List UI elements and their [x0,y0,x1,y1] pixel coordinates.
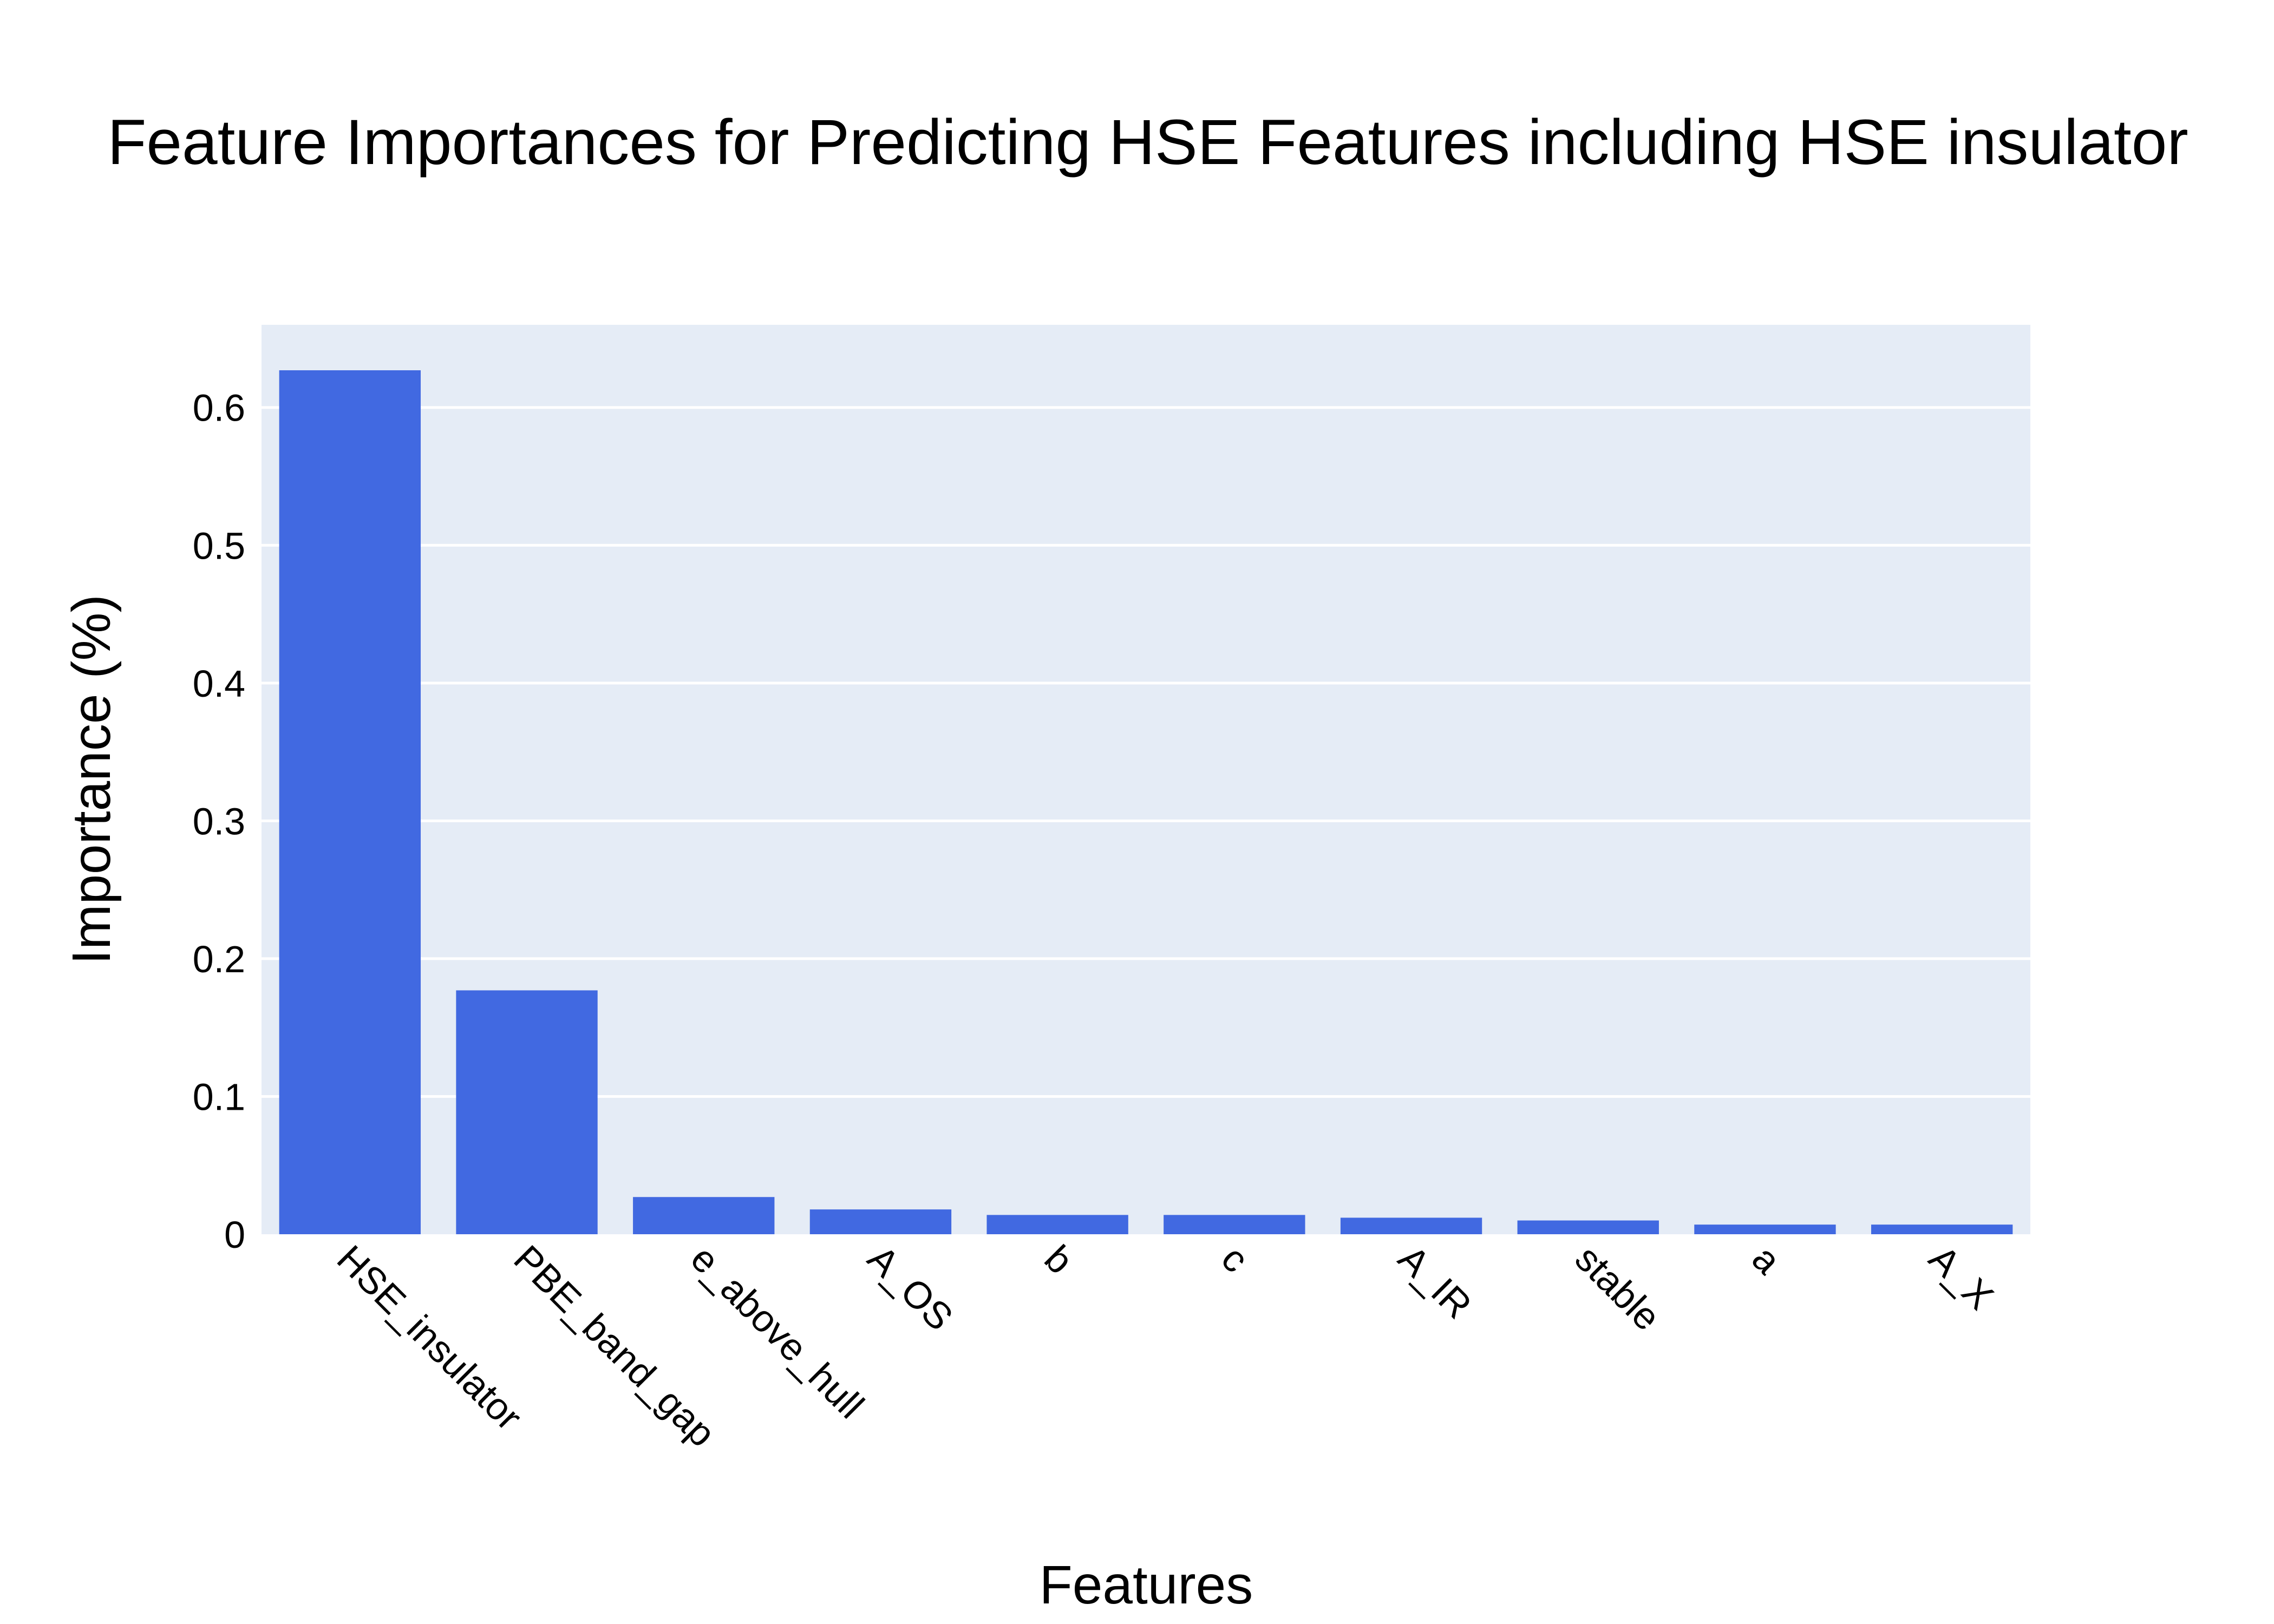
bar-hse-insulator [279,370,421,1234]
x-tick-label: HSE_insulator [329,1237,531,1438]
y-tick-label: 0 [224,1214,245,1256]
y-tick-label: 0.4 [193,663,245,705]
x-tick-label: c [1213,1237,1257,1280]
x-axis-ticks: HSE_insulatorPBE_band_gape_above_hullA_O… [329,1237,2002,1455]
y-tick-label: 0.5 [193,525,245,567]
chart-title: Feature Importances for Predicting HSE F… [107,107,2188,178]
y-axis-label: Importance (%) [61,594,122,965]
bar-c [1164,1215,1305,1234]
y-tick-label: 0.2 [193,938,245,980]
x-axis-label: Features [1040,1555,1253,1615]
bar-a [1694,1224,1836,1234]
x-tick-label: a [1744,1237,1789,1282]
bar-a-x [1871,1224,2013,1234]
y-tick-label: 0.1 [193,1076,245,1118]
x-tick-label: A_OS [860,1237,961,1338]
x-tick-label: e_above_hull [683,1237,872,1426]
y-tick-label: 0.3 [193,800,245,842]
x-tick-label: b [1037,1237,1082,1282]
bar-e-above-hull [633,1197,775,1234]
bar-a-ir [1340,1217,1482,1234]
x-tick-label: stable [1567,1237,1669,1338]
bar-a-os [809,1209,952,1234]
bar-pbe-band-gap [456,990,598,1234]
bar-b [986,1215,1128,1234]
x-tick-label: A_X [1921,1237,2002,1318]
y-axis-ticks: 0 0.1 0.2 0.3 0.4 0.5 0.6 [193,387,245,1256]
bars [279,370,2013,1234]
bar-stable [1517,1220,1659,1234]
x-tick-label: A_IR [1390,1237,1480,1326]
y-tick-label: 0.6 [193,387,245,429]
